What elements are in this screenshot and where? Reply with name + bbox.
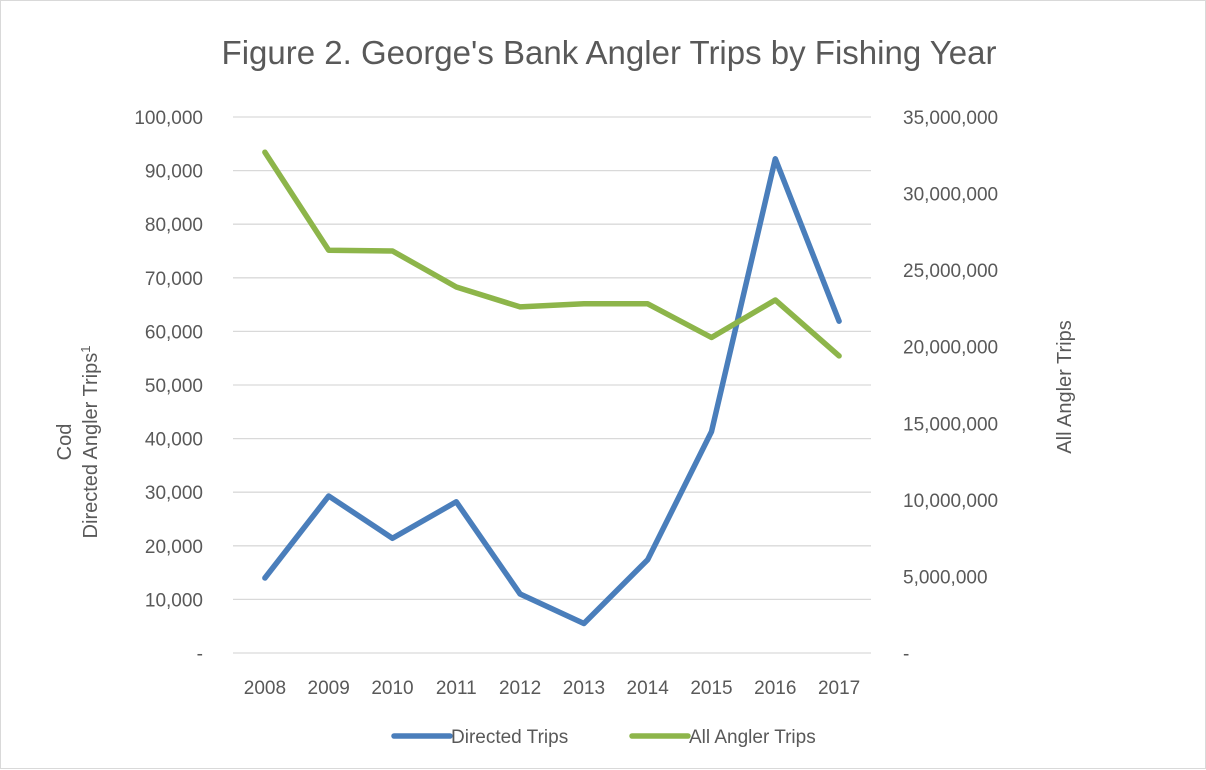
legend-label-all-angler-trips: All Angler Trips	[689, 727, 816, 748]
x-axis-tick-label: 2008	[244, 678, 286, 699]
right-axis-tick-label: -	[903, 644, 909, 665]
left-axis-tick-label: -	[197, 644, 203, 665]
right-axis-tick-label: 25,000,000	[903, 261, 998, 282]
right-axis-title: All Angler Trips	[1054, 320, 1076, 453]
left-axis-tick-label: 70,000	[145, 269, 203, 290]
directed-trips-line	[262, 156, 842, 627]
grid-lines	[233, 116, 871, 654]
left-axis-title: Cod Directed Angler Trips1	[54, 346, 102, 539]
x-axis-tick-label: 2010	[371, 678, 413, 699]
left-axis-tick-label: 10,000	[145, 590, 203, 611]
x-axis-tick-label: 2012	[499, 678, 541, 699]
x-axis-tick-label: 2011	[436, 678, 477, 699]
right-axis-tick-label: 35,000,000	[903, 108, 998, 129]
x-axis-tick-label: 2013	[563, 678, 605, 699]
left-axis-tick-label: 100,000	[134, 108, 203, 129]
series-lines	[262, 149, 842, 627]
right-axis-tick-label: 15,000,000	[903, 414, 998, 435]
left-axis-tick-label: 30,000	[145, 483, 203, 504]
x-axis-tick-label: 2009	[308, 678, 350, 699]
left-axis-title-superscript: 1	[78, 346, 93, 353]
left-axis-tick-label: 80,000	[145, 215, 203, 236]
left-axis-title-text: Directed Angler Trips	[80, 353, 102, 539]
right-axis-tick-label: 30,000,000	[903, 185, 998, 206]
left-axis-tick-label: 40,000	[145, 430, 203, 451]
legend-label-directed-trips: Directed Trips	[451, 727, 568, 748]
right-axis-ticks: - 5,000,000 10,000,000 15,000,000 20,000,000…	[903, 108, 998, 665]
left-axis-title-line1: Cod	[54, 424, 76, 461]
x-axis-tick-label: 2016	[754, 678, 796, 699]
all-angler-trips-line	[262, 149, 842, 359]
left-axis-tick-label: 20,000	[145, 537, 203, 558]
legend: Directed Trips All Angler Trips	[391, 727, 816, 748]
right-axis-tick-label: 10,000,000	[903, 491, 998, 512]
x-axis-tick-label: 2017	[818, 678, 860, 699]
x-axis-tick-label: 2015	[690, 678, 732, 699]
left-axis-tick-label: 50,000	[145, 376, 203, 397]
right-axis-tick-label: 20,000,000	[903, 338, 998, 359]
left-axis-ticks: - 10,000 20,000 30,000 40,000 50,000 60,000 70,…	[134, 108, 203, 665]
left-axis-tick-label: 60,000	[145, 322, 203, 343]
left-axis-title-line2: Directed Angler Trips1	[78, 346, 102, 539]
x-axis-ticks: 2008 2009 2010 2011 2012 2013 2014 2015 2016 2017	[244, 678, 860, 699]
right-axis-tick-label: 5,000,000	[903, 567, 988, 588]
left-axis-tick-label: 90,000	[145, 162, 203, 183]
chart-title: Figure 2. George's Bank Angler Trips by …	[222, 34, 997, 71]
x-axis-tick-label: 2014	[627, 678, 670, 699]
